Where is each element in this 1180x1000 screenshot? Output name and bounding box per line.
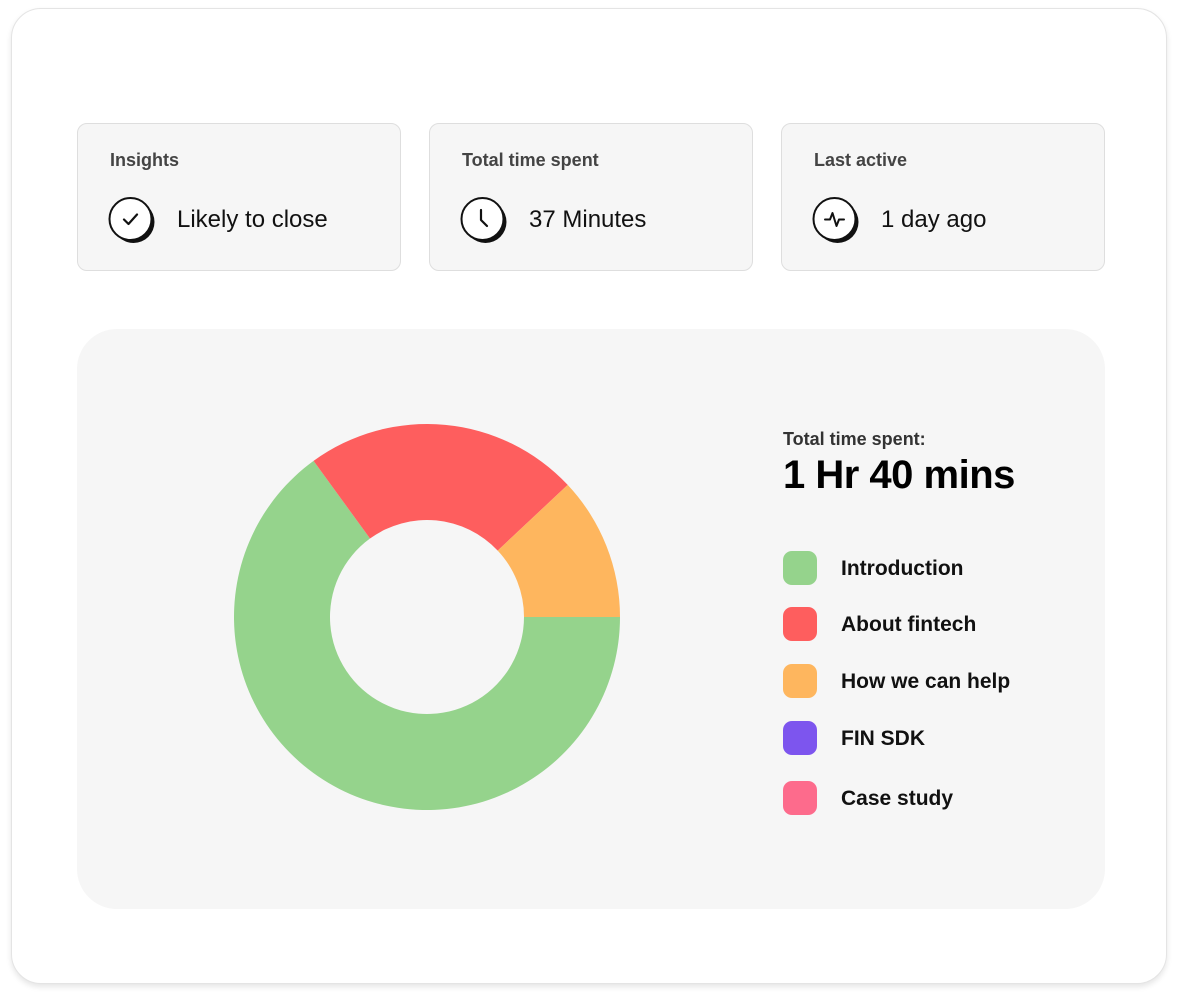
- donut-slice-about-fintech[interactable]: [313, 424, 568, 551]
- insights-value: Likely to close: [177, 206, 328, 233]
- legend-label: Introduction: [841, 557, 964, 580]
- legend-label: Case study: [841, 787, 954, 810]
- check-circle-icon: [108, 197, 155, 243]
- legend-swatch: [783, 551, 817, 585]
- time-spent-label: Total time spent: [462, 150, 599, 170]
- legend-swatch: [783, 664, 817, 698]
- legend-item-introduction[interactable]: Introduction: [783, 551, 1083, 585]
- last-active-value: 1 day ago: [881, 206, 987, 233]
- legend-label: About fintech: [841, 613, 977, 636]
- last-active-card: Last active 1 day ago: [781, 123, 1105, 271]
- legend-item-fin-sdk[interactable]: FIN SDK: [783, 721, 1083, 755]
- legend-label: How we can help: [841, 670, 1011, 693]
- legend-item-how-we-can-help[interactable]: How we can help: [783, 664, 1083, 698]
- total-time-label: Total time spent:: [783, 429, 926, 449]
- last-active-label: Last active: [814, 150, 908, 170]
- donut-slice-how-we-can-help[interactable]: [497, 484, 620, 617]
- total-time-value: 1 Hr 40 mins: [783, 453, 1015, 497]
- time-breakdown-panel: Total time spent: 1 Hr 40 mins Introduct…: [77, 329, 1105, 909]
- time-spent-card: Total time spent 37 Minutes: [429, 123, 753, 271]
- insights-label: Insights: [110, 150, 180, 170]
- legend-label: FIN SDK: [841, 727, 925, 750]
- legend-item-case-study[interactable]: Case study: [783, 781, 1083, 815]
- insights-card: Insights Likely to close: [77, 123, 401, 271]
- donut-slice-introduction[interactable]: [234, 460, 620, 810]
- legend-swatch: [783, 721, 817, 755]
- time-spent-value: 37 Minutes: [529, 206, 647, 233]
- legend-swatch: [783, 781, 817, 815]
- chart-legend: Introduction About fintech How we can he…: [783, 329, 1083, 909]
- clock-icon: [460, 197, 507, 243]
- legend-swatch: [783, 607, 817, 641]
- donut-chart: [234, 424, 620, 810]
- activity-pulse-icon: [812, 197, 859, 243]
- legend-item-about-fintech[interactable]: About fintech: [783, 607, 1083, 641]
- dashboard-card: Insights Likely to close Total time spen…: [11, 8, 1167, 984]
